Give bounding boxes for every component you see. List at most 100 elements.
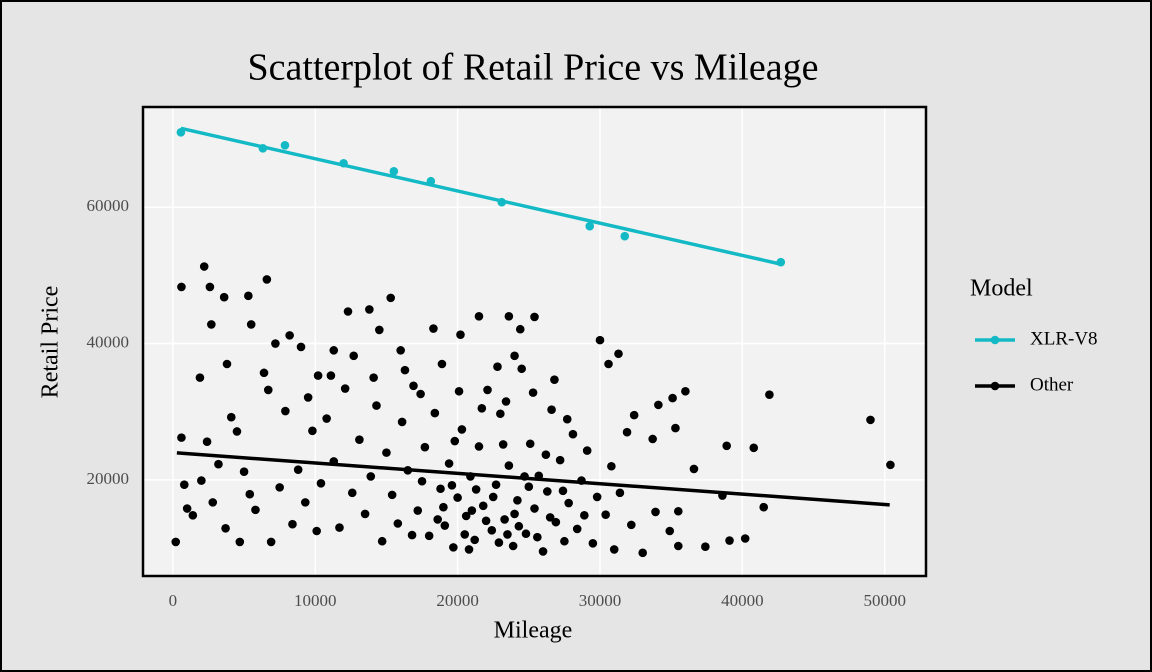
point (366, 472, 376, 481)
point (457, 425, 467, 434)
point (413, 506, 423, 515)
point (437, 359, 447, 369)
point (296, 342, 306, 352)
point (474, 442, 484, 451)
point (343, 307, 353, 316)
legend-label: Other (1030, 374, 1074, 395)
point (564, 498, 573, 508)
point (335, 523, 344, 532)
point (377, 536, 387, 546)
point (420, 442, 430, 452)
point (500, 515, 509, 524)
point (329, 346, 339, 355)
point (382, 448, 391, 457)
point (293, 465, 303, 474)
point (171, 537, 181, 547)
trend-line (180, 126, 782, 266)
point (349, 351, 358, 361)
point (429, 324, 438, 333)
point (226, 412, 236, 422)
point (436, 484, 445, 494)
point (433, 515, 442, 524)
point (355, 435, 364, 444)
point (595, 335, 605, 345)
point (303, 393, 313, 402)
point (440, 521, 450, 530)
point (488, 492, 498, 502)
point (481, 516, 491, 526)
point (460, 530, 470, 539)
legend-label: XLR-V8 (1030, 328, 1098, 349)
point (369, 373, 378, 382)
point (627, 520, 636, 530)
point (725, 536, 734, 545)
point (689, 464, 699, 474)
point (607, 461, 616, 471)
point (387, 490, 397, 500)
point (517, 364, 526, 374)
point (360, 509, 370, 519)
point (510, 509, 519, 519)
point (503, 530, 512, 539)
point (235, 537, 245, 547)
point (622, 427, 632, 437)
point (313, 371, 323, 380)
point (580, 511, 589, 520)
point (197, 476, 206, 485)
point (454, 386, 464, 396)
point (498, 440, 508, 449)
x-tick-label: 10000 (294, 591, 337, 610)
point (393, 519, 403, 528)
point (508, 541, 518, 551)
chart-title: Scatterplot of Retail Price vs Mileage (248, 47, 819, 89)
point (588, 538, 598, 548)
point (219, 292, 229, 302)
point (886, 460, 895, 470)
point (562, 414, 572, 424)
point (555, 455, 565, 465)
point (386, 293, 396, 303)
point (568, 429, 578, 439)
point (673, 506, 683, 516)
point (464, 545, 474, 554)
point (547, 405, 556, 414)
point (389, 166, 399, 176)
point (416, 389, 425, 399)
point (765, 390, 774, 399)
point (477, 404, 487, 413)
point (251, 505, 260, 515)
point (701, 542, 710, 551)
point (208, 498, 218, 507)
point (456, 330, 465, 339)
x-tick-label: 0 (169, 591, 178, 610)
point (582, 446, 592, 455)
y-axis-label: Retail Price (38, 286, 64, 399)
point (470, 535, 480, 545)
point (494, 538, 504, 547)
point (601, 510, 610, 519)
point (205, 282, 215, 292)
point (430, 408, 440, 418)
point (347, 488, 357, 498)
point (221, 523, 230, 533)
point (525, 439, 535, 449)
point (259, 368, 269, 378)
point (409, 381, 418, 391)
point (199, 262, 209, 271)
point (572, 524, 582, 534)
point (245, 489, 255, 499)
point (504, 311, 514, 321)
point (604, 359, 613, 369)
point (214, 459, 223, 469)
point (288, 519, 297, 529)
point (528, 388, 538, 397)
point (262, 275, 272, 284)
point (365, 305, 374, 314)
point (541, 450, 551, 459)
point (263, 385, 273, 395)
y-tick-label: 60000 (87, 196, 130, 215)
point (453, 493, 462, 502)
point (513, 496, 522, 505)
point (467, 506, 477, 515)
point (638, 548, 647, 558)
